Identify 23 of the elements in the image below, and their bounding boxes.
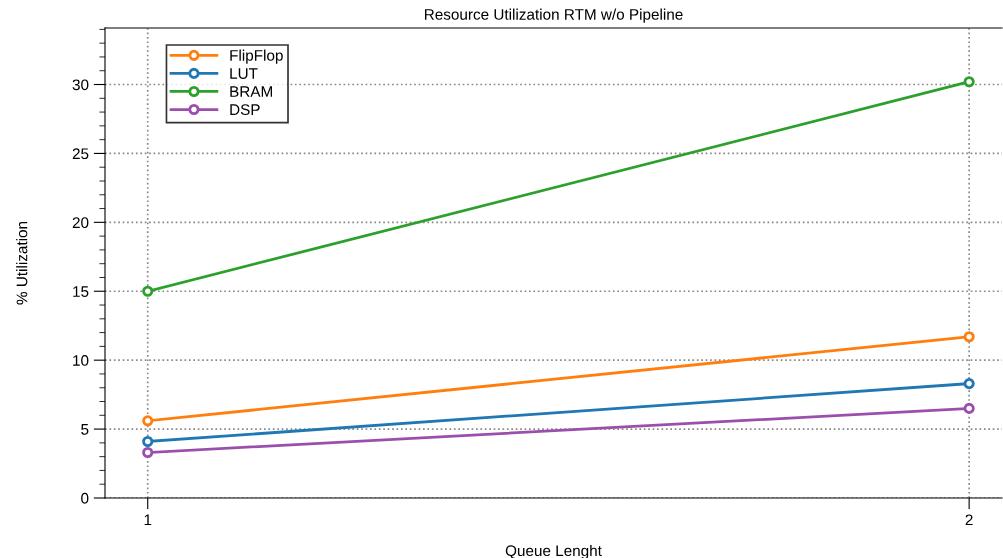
y-tick-label: 10 (73, 355, 89, 366)
y-tick-label: 0 (81, 492, 89, 504)
point (963, 331, 975, 343)
x-tick-label: 1 (144, 514, 152, 526)
point (142, 415, 154, 427)
legend-label: DSP (230, 104, 260, 116)
point (142, 446, 154, 459)
y-axis-title: % Utilization (16, 221, 28, 305)
x-tick-label: 2 (965, 514, 973, 526)
legend-label: FlipFlop (230, 49, 283, 64)
y-tick-label: 5 (81, 424, 89, 435)
legend-label: LUT (230, 68, 258, 79)
point (963, 402, 975, 414)
chart-title: Resource Utilization RTM w/o Pipeline (424, 8, 683, 23)
y-tick-label: 20 (72, 217, 89, 229)
y-tick-label: 25 (72, 148, 89, 160)
legend-label: BRAM (230, 86, 272, 97)
point (142, 285, 154, 297)
point (142, 435, 154, 448)
point (963, 76, 975, 88)
y-tick-label: 15 (73, 286, 89, 297)
point (963, 378, 975, 390)
y-tick-label: 30 (72, 79, 89, 91)
